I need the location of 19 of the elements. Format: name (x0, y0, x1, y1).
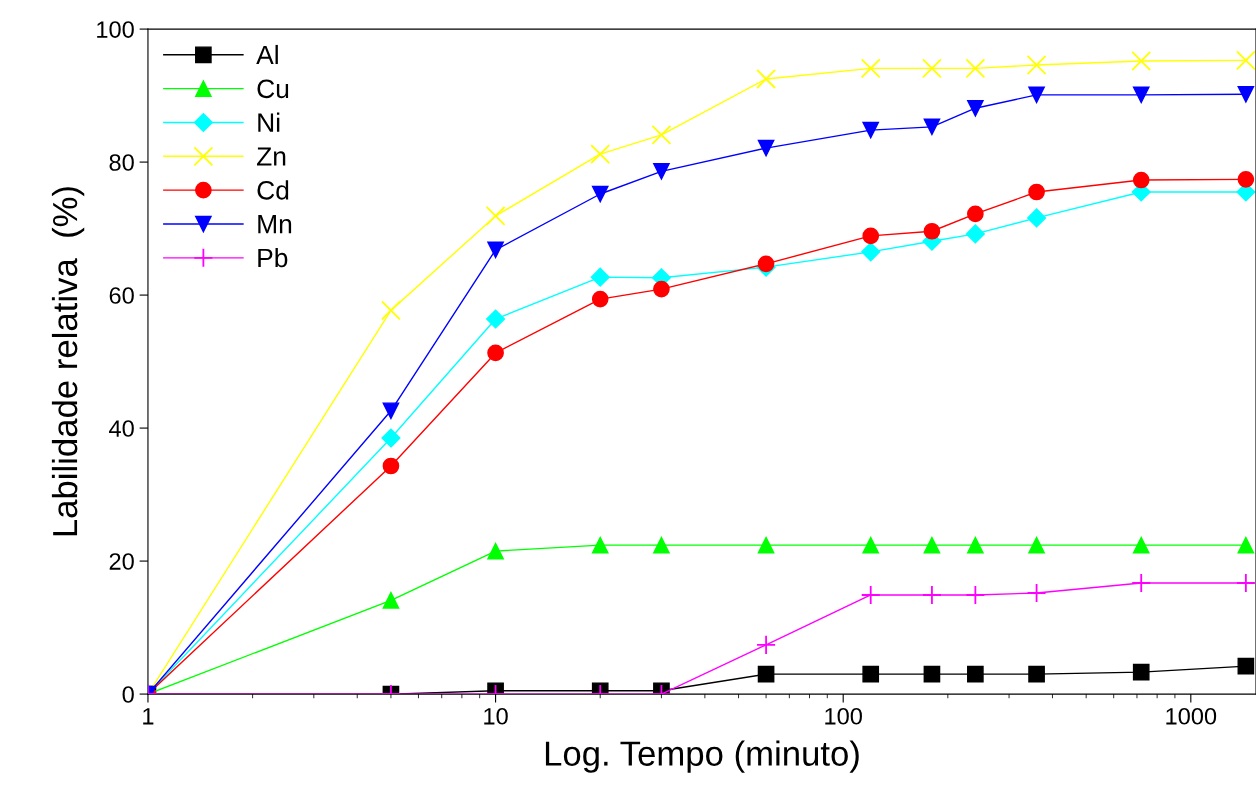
y-tick-label: 60 (109, 287, 134, 304)
y-tick-label: 80 (109, 154, 134, 171)
y-tick-label: 100 (97, 21, 134, 38)
legend-label: Cu (257, 79, 289, 99)
legend-label: Zn (256, 147, 286, 166)
y-tick-label: 20 (109, 553, 134, 570)
x-tick-label: 10 (484, 707, 508, 725)
legend-label: Mn (258, 215, 292, 234)
legend-label: Cd (257, 180, 289, 200)
x-axis-title: Log. Tempo (minuto) (545, 740, 859, 773)
y-tick-label: 0 (122, 686, 134, 703)
legend-label: Pb (258, 247, 288, 268)
x-tick-label: 1000 (1166, 707, 1217, 725)
y-axis-title: Labilidade relativa (%) (51, 187, 85, 536)
x-tick-label: 100 (825, 707, 862, 725)
legend-label: Ni (258, 112, 280, 132)
y-tick-label: 40 (109, 420, 134, 437)
legend-label: Al (256, 44, 278, 65)
x-tick-label: 1 (143, 708, 154, 725)
